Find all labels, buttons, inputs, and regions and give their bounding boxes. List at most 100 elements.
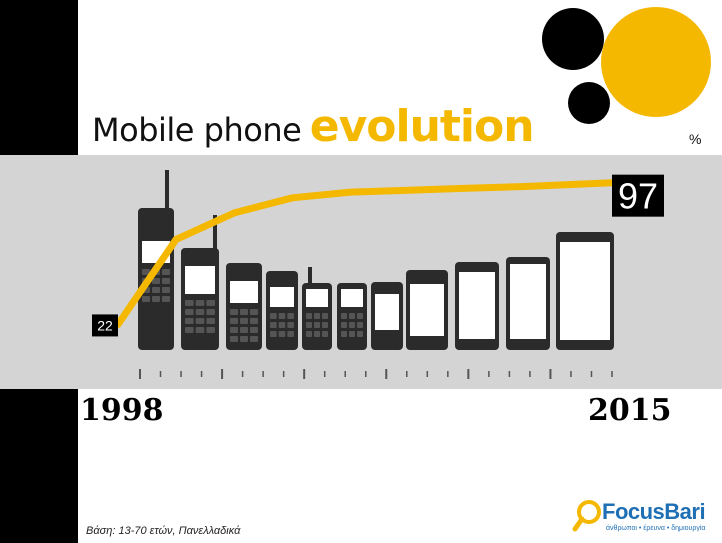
series-group	[114, 179, 616, 328]
x-end-label: 2015	[588, 393, 672, 428]
data-label-box	[92, 314, 118, 337]
phone-key	[314, 322, 320, 328]
phone-key	[278, 322, 286, 328]
data-label: 22	[97, 317, 113, 333]
phone-screen	[270, 287, 294, 307]
phone-body	[266, 271, 298, 350]
phone-key	[230, 336, 238, 342]
phone-key	[250, 309, 258, 315]
phone-key	[142, 296, 150, 302]
series-line-1	[114, 179, 616, 328]
phone-key	[230, 327, 238, 333]
phone-key	[185, 300, 194, 306]
phone-key	[206, 327, 215, 333]
x-start-label: 1998	[80, 393, 164, 428]
left-black-bar-top	[0, 0, 78, 155]
phone-key	[349, 331, 355, 337]
phone-key	[162, 296, 170, 302]
x-axis-ticks	[139, 369, 613, 379]
logo-tagline: άνθρωποι • έρευνα • δημιουργία	[606, 525, 706, 532]
phone-antenna	[213, 215, 217, 250]
phone-screen	[510, 264, 546, 339]
phone-key	[162, 269, 170, 275]
phone-key	[162, 287, 170, 293]
phone-key	[314, 331, 320, 337]
phone-antenna	[308, 267, 312, 285]
phone-key	[206, 300, 215, 306]
magnifier-icon	[572, 500, 601, 532]
phone-key	[185, 318, 194, 324]
phone-key	[152, 296, 160, 302]
phone-key	[162, 278, 170, 284]
phone-key	[287, 322, 294, 328]
data-label-group: 97	[612, 174, 664, 217]
phone-key	[349, 322, 355, 328]
phone-key	[270, 322, 277, 328]
phone-key	[195, 309, 205, 315]
phone-key	[195, 327, 205, 333]
phone-key	[240, 327, 248, 333]
phone-key	[357, 313, 363, 319]
phone-1	[138, 170, 174, 350]
phone-key	[306, 313, 312, 319]
phone-key	[185, 309, 194, 315]
phone-key	[278, 313, 286, 319]
phone-screen	[341, 289, 363, 307]
focusbari-logo: FocusBari άνθρωποι • έρευνα • δημιουργία	[572, 497, 720, 541]
phone-key	[250, 318, 258, 324]
phone-key	[250, 336, 258, 342]
phone-key	[357, 331, 363, 337]
phone-screen	[185, 266, 215, 294]
decorative-circles	[542, 7, 711, 124]
phone-screen	[230, 281, 258, 303]
phone-key	[322, 313, 328, 319]
phone-key	[195, 318, 205, 324]
phone-key	[206, 309, 215, 315]
phone-key	[195, 300, 205, 306]
phone-key	[152, 278, 160, 284]
phone-key	[278, 331, 286, 337]
phone-key	[357, 322, 363, 328]
phone-3	[226, 263, 262, 350]
data-label: 97	[618, 176, 658, 217]
data-labels: 22 97	[92, 174, 664, 337]
phone-key	[341, 331, 347, 337]
phone-illustrations	[138, 170, 614, 350]
phone-key	[349, 313, 355, 319]
data-label-group: 22	[92, 314, 118, 337]
phone-7	[371, 282, 403, 350]
phone-key	[287, 331, 294, 337]
phone-key	[142, 269, 150, 275]
phone-screen	[306, 289, 328, 307]
phone-key	[240, 309, 248, 315]
phone-10	[506, 257, 550, 350]
phone-key	[270, 331, 277, 337]
phone-key	[341, 313, 347, 319]
phone-key	[230, 318, 238, 324]
phone-key	[230, 309, 238, 315]
phone-2	[181, 215, 219, 350]
phone-8	[406, 270, 448, 350]
phone-9	[455, 262, 499, 350]
phone-screen	[375, 294, 399, 330]
decor-circle-small	[568, 82, 610, 124]
phone-antenna	[165, 170, 169, 210]
phone-key	[240, 318, 248, 324]
phone-key	[152, 287, 160, 293]
phone-key	[306, 331, 312, 337]
title-part1: Mobile phone	[92, 111, 302, 149]
phone-key	[287, 313, 294, 319]
phone-key	[240, 336, 248, 342]
data-label-box	[612, 174, 664, 217]
phone-5	[302, 267, 332, 350]
phone-screen	[560, 242, 610, 340]
phone-key	[206, 318, 215, 324]
phone-body	[181, 248, 219, 350]
phone-key	[314, 313, 320, 319]
logo-name: FocusBari	[602, 499, 706, 524]
phone-screen	[410, 284, 444, 336]
phone-6	[337, 283, 367, 350]
phone-key	[341, 322, 347, 328]
slide-title: Mobile phone evolution	[92, 101, 535, 152]
footnote: Βάση: 13-70 ετών, Πανελλαδικά	[86, 525, 241, 537]
